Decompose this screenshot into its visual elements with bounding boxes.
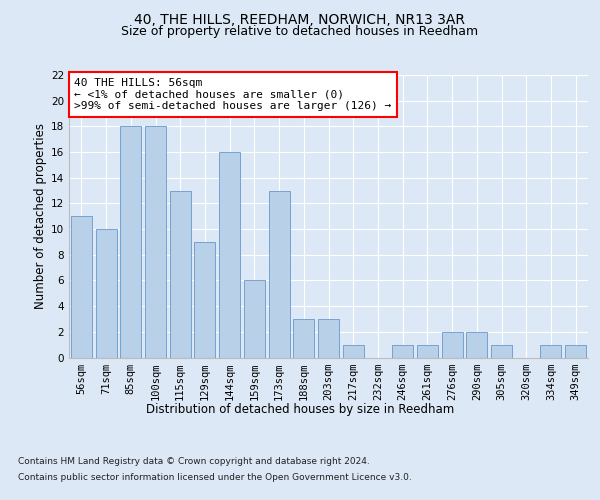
Bar [219, 152, 240, 358]
Bar [244, 280, 265, 357]
Bar [145, 126, 166, 358]
Text: Distribution of detached houses by size in Reedham: Distribution of detached houses by size … [146, 402, 454, 415]
Bar [293, 319, 314, 358]
Bar [71, 216, 92, 358]
Bar [269, 190, 290, 358]
Bar [95, 229, 116, 358]
Bar [442, 332, 463, 357]
Text: Size of property relative to detached houses in Reedham: Size of property relative to detached ho… [121, 25, 479, 38]
Text: 40 THE HILLS: 56sqm
← <1% of detached houses are smaller (0)
>99% of semi-detach: 40 THE HILLS: 56sqm ← <1% of detached ho… [74, 78, 391, 111]
Bar [318, 319, 339, 358]
Bar [170, 190, 191, 358]
Text: 40, THE HILLS, REEDHAM, NORWICH, NR13 3AR: 40, THE HILLS, REEDHAM, NORWICH, NR13 3A… [134, 12, 466, 26]
Text: Contains public sector information licensed under the Open Government Licence v3: Contains public sector information licen… [18, 472, 412, 482]
Bar [491, 344, 512, 358]
Bar [541, 344, 562, 358]
Bar [343, 344, 364, 358]
Bar [392, 344, 413, 358]
Text: Contains HM Land Registry data © Crown copyright and database right 2024.: Contains HM Land Registry data © Crown c… [18, 458, 370, 466]
Bar [120, 126, 141, 358]
Bar [565, 344, 586, 358]
Y-axis label: Number of detached properties: Number of detached properties [34, 123, 47, 309]
Bar [194, 242, 215, 358]
Bar [417, 344, 438, 358]
Bar [466, 332, 487, 357]
